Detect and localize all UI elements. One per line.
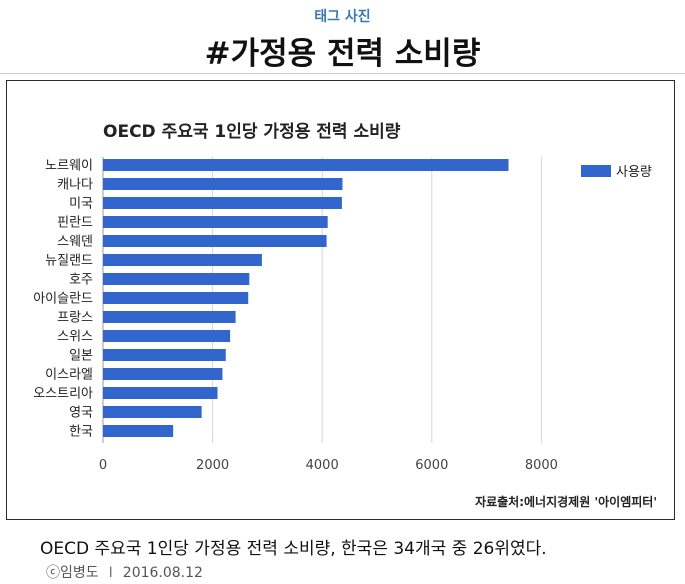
x-tick-label: 6000 xyxy=(415,458,448,473)
chart-title: OECD 주요국 1인당 가정용 전력 소비량 xyxy=(103,122,401,142)
legend-label: 사용량 xyxy=(616,165,652,180)
y-category-label: 노르웨이 xyxy=(45,159,93,174)
y-category-label: 호주 xyxy=(69,273,93,288)
bar xyxy=(103,197,342,209)
y-category-label: 일본 xyxy=(69,349,93,364)
y-category-label: 스웨덴 xyxy=(57,235,93,250)
image-caption: OECD 주요국 1인당 가정용 전력 소비량, 한국은 34개국 중 26위였… xyxy=(40,539,547,559)
bar xyxy=(103,292,249,304)
bar xyxy=(103,425,174,437)
photo-credit: ⓒ임병도 I 2016.08.12 xyxy=(46,562,203,582)
bar xyxy=(103,311,236,323)
bar xyxy=(103,235,327,247)
bar xyxy=(103,254,262,266)
y-category-label: 핀란드 xyxy=(57,216,93,231)
legend-swatch xyxy=(581,165,611,177)
y-category-label: 이스라엘 xyxy=(45,368,93,383)
y-category-label: 한국 xyxy=(69,425,93,440)
bar xyxy=(103,159,509,171)
y-category-label: 아이슬란드 xyxy=(33,292,93,307)
bar xyxy=(103,368,223,380)
bar xyxy=(103,216,328,228)
credit-author: ⓒ임병도 xyxy=(46,565,99,581)
tag-label[interactable]: 태그 사진 xyxy=(314,9,371,25)
y-category-label: 프랑스 xyxy=(57,311,93,326)
source-note: 자료출처:에너지경제원 '아이엠피터' xyxy=(475,494,657,509)
y-category-label: 캐나다 xyxy=(57,178,93,193)
y-category-label: 영국 xyxy=(69,406,93,421)
y-category-label: 스위스 xyxy=(57,330,93,345)
credit-date: 2016.08.12 xyxy=(122,565,203,581)
bar-chart: OECD 주요국 1인당 가정용 전력 소비량 0 2000 4000 6000 8000… xyxy=(33,122,657,509)
bar xyxy=(103,349,226,361)
y-category-label: 미국 xyxy=(69,197,93,212)
bar xyxy=(103,406,202,418)
bar xyxy=(103,178,343,190)
x-tick-label: 4000 xyxy=(306,458,339,473)
bar xyxy=(103,273,250,285)
chart-frame: OECD 주요국 1인당 가정용 전력 소비량 0 2000 4000 6000 8000… xyxy=(6,80,675,520)
y-category-label: 뉴질랜드 xyxy=(45,254,93,269)
x-tick-label: 0 xyxy=(99,458,107,473)
bar xyxy=(103,387,218,399)
x-tick-label: 2000 xyxy=(196,458,229,473)
page-title: #가정용 전력 소비량 xyxy=(204,36,481,72)
bar xyxy=(103,330,231,342)
title-divider xyxy=(0,73,685,74)
credit-separator: I xyxy=(108,565,113,581)
y-category-label: 오스트리아 xyxy=(33,387,93,402)
x-tick-label: 8000 xyxy=(525,458,558,473)
